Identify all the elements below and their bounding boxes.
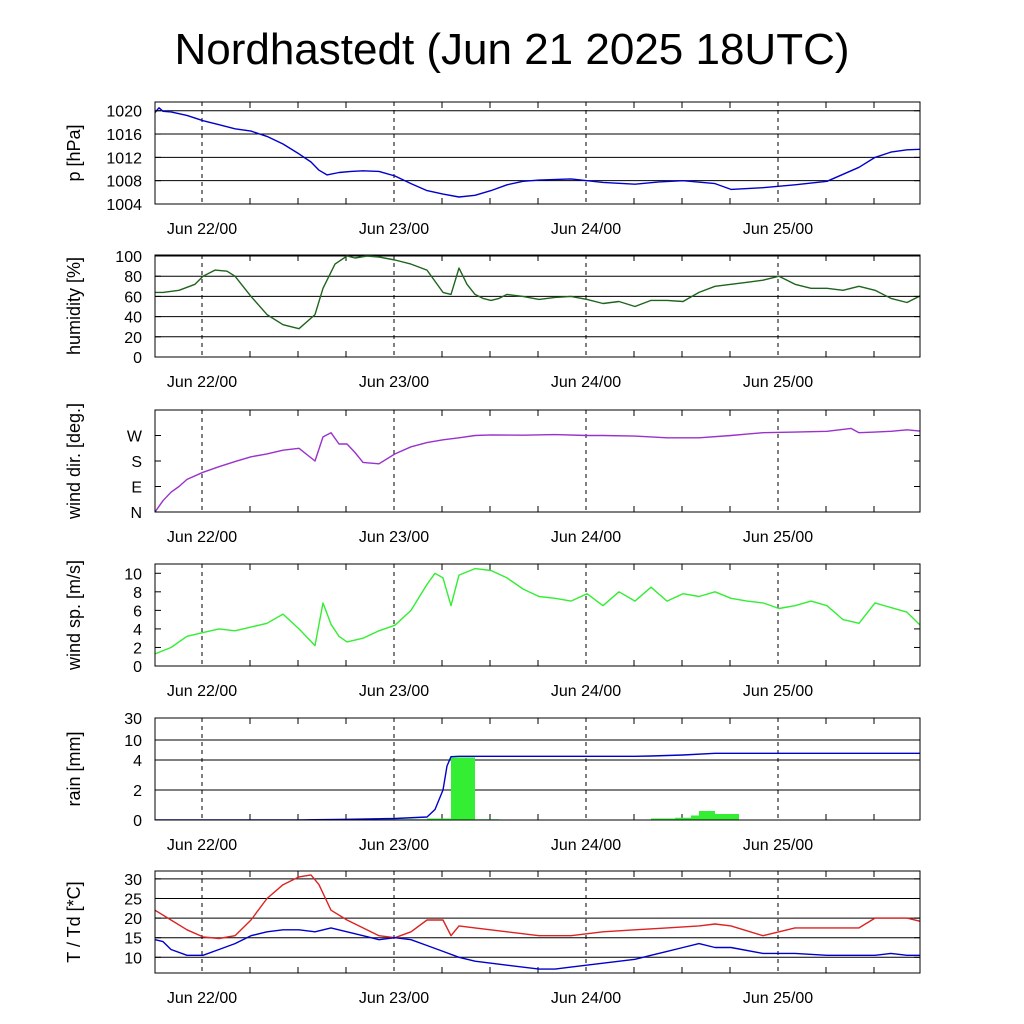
x-tick-label: Jun 23/00 <box>359 374 429 391</box>
x-tick-label: Jun 24/00 <box>551 990 621 1007</box>
series-line-0 <box>155 255 920 330</box>
y-tick-label: 1004 <box>106 197 142 214</box>
y-tick-label: 30 <box>124 711 142 728</box>
x-tick-label: Jun 23/00 <box>359 837 429 854</box>
x-tick-label: Jun 23/00 <box>359 221 429 238</box>
plot-frame <box>154 409 921 513</box>
x-tick-label: Jun 23/00 <box>359 990 429 1007</box>
y-tick-label: 30 <box>124 872 142 889</box>
rain-bar <box>427 818 451 820</box>
panel-humidity: 0 20 40 60 80 100 Jun 22/00 Jun 23/00 Jun 24/00 J… <box>64 249 921 391</box>
series-line-0 <box>155 874 920 940</box>
x-tick-label: Jun 24/00 <box>551 837 621 854</box>
panel-rain: 0 2 4 10 30 Jun 22/00 Jun 23/00 Jun 24/00 Jun 25… <box>64 711 921 854</box>
plot-frame <box>154 254 921 358</box>
x-tick-label: Jun 22/00 <box>167 374 237 391</box>
y-tick-label: 80 <box>124 269 142 286</box>
panel-temperature-dewpoint: 10 15 20 25 30 Jun 22/00 Jun 23/00 Jun 24/00 Jun… <box>64 870 921 1007</box>
y-tick-label: 10 <box>124 566 142 583</box>
y-tick-label: 1020 <box>106 104 142 121</box>
y-tick-label: S <box>131 454 142 471</box>
plot-frame <box>154 870 921 974</box>
y-axis-label: rain [mm] <box>64 731 84 806</box>
y-tick-label: 2 <box>133 640 142 657</box>
rain-bar <box>691 815 699 820</box>
x-tick-label: Jun 25/00 <box>743 837 813 854</box>
plot-frame <box>154 563 921 667</box>
rain-bar <box>651 818 675 820</box>
y-tick-label: 0 <box>133 813 142 830</box>
y-tick-label: 1012 <box>106 150 142 167</box>
y-tick-label: 20 <box>124 911 142 928</box>
y-axis-label: wind sp. [m/s] <box>64 560 84 671</box>
y-tick-label: 10 <box>124 733 142 750</box>
y-tick-label: 40 <box>124 310 142 327</box>
y-tick-label: 4 <box>133 622 142 639</box>
y-tick-label: 15 <box>124 931 142 948</box>
y-tick-label: 1016 <box>106 127 142 144</box>
y-tick-label: 0 <box>133 350 142 367</box>
series-line-0 <box>155 567 920 655</box>
x-tick-label: Jun 25/00 <box>743 221 813 238</box>
rain-bar <box>675 817 691 820</box>
x-tick-label: Jun 24/00 <box>551 374 621 391</box>
x-tick-label: Jun 24/00 <box>551 683 621 700</box>
y-tick-label: 60 <box>124 289 142 306</box>
x-tick-label: Jun 24/00 <box>551 221 621 238</box>
series-line-0 <box>155 427 920 512</box>
panel-wind-speed: 0 24 68 10 Jun 22/00 Jun 23/00 Jun 24/00 Jun 25… <box>64 560 921 700</box>
y-tick-label: W <box>127 429 143 446</box>
x-tick-label: Jun 25/00 <box>743 529 813 546</box>
y-tick-label: 20 <box>124 330 142 347</box>
x-tick-label: Jun 22/00 <box>167 990 237 1007</box>
y-tick-label: 10 <box>124 950 142 967</box>
y-tick-label: N <box>130 505 142 522</box>
y-tick-label: 2 <box>133 783 142 800</box>
y-tick-label: 0 <box>133 659 142 676</box>
x-tick-label: Jun 22/00 <box>167 221 237 238</box>
plot-frame <box>154 717 921 821</box>
y-axis-label: humidity [%] <box>64 257 84 355</box>
y-tick-label: 8 <box>133 585 142 602</box>
series-line-1 <box>155 927 920 970</box>
series-line-0 <box>155 107 920 198</box>
y-tick-label: 4 <box>133 753 142 770</box>
rain-bar <box>451 757 475 820</box>
rain-bar <box>715 814 739 820</box>
x-tick-label: Jun 25/00 <box>743 374 813 391</box>
x-tick-label: Jun 23/00 <box>359 683 429 700</box>
y-tick-label: 100 <box>115 249 142 266</box>
y-axis-label: T / Td [*C] <box>64 881 84 962</box>
panel-pressure: 1004 1008 1012 1016 1020 Jun 22/00 Jun 23/00 Ju… <box>64 101 921 238</box>
x-tick-label: Jun 22/00 <box>167 683 237 700</box>
plot-frame <box>154 101 921 205</box>
series-line-0 <box>155 752 920 820</box>
x-tick-label: Jun 25/00 <box>743 683 813 700</box>
y-tick-label: E <box>131 480 142 497</box>
chart-title: Nordhastedt (Jun 21 2025 18UTC) <box>174 25 850 74</box>
y-tick-label: 25 <box>124 891 142 908</box>
rain-bar <box>699 811 715 820</box>
x-tick-label: Jun 23/00 <box>359 529 429 546</box>
y-tick-label: 6 <box>133 603 142 620</box>
x-tick-label: Jun 22/00 <box>167 529 237 546</box>
x-tick-label: Jun 22/00 <box>167 837 237 854</box>
y-axis-label: wind dir. [deg.] <box>64 403 84 520</box>
y-tick-label: 1008 <box>106 174 142 191</box>
y-axis-label: p [hPa] <box>64 124 84 181</box>
x-tick-label: Jun 25/00 <box>743 990 813 1007</box>
x-tick-label: Jun 24/00 <box>551 529 621 546</box>
